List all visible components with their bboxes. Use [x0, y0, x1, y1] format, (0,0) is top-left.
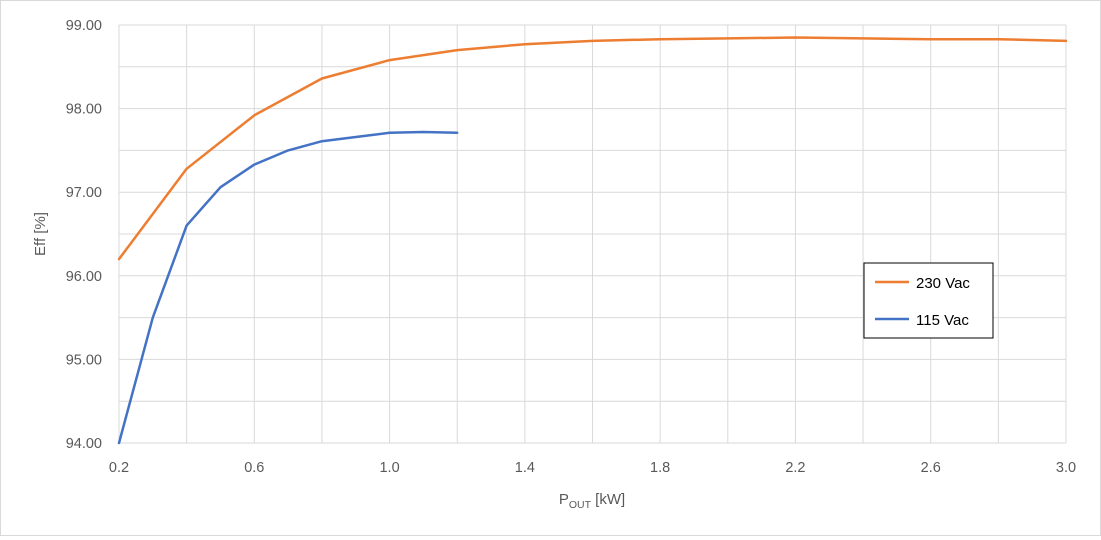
x-tick-label: 2.6	[921, 460, 941, 476]
x-tick-label: 1.4	[515, 460, 535, 476]
y-tick-label: 96.00	[66, 269, 102, 285]
x-axis-title: POUT [kW]	[559, 491, 625, 511]
series-line-115vac	[117, 130, 459, 445]
series-lines	[117, 36, 1068, 445]
legend-label-0: 230 Vac	[916, 275, 970, 292]
series-line-230vac	[117, 36, 1068, 261]
y-tick-label: 97.00	[66, 185, 102, 201]
y-axis-title: Eff [%]	[32, 212, 49, 256]
x-tick-label: 3.0	[1056, 460, 1076, 476]
grid	[118, 24, 1067, 444]
y-tick-label: 94.00	[66, 436, 102, 452]
y-axis-ticks: 94.00 95.00 96.00 97.00 98.00 99.00	[66, 18, 102, 452]
y-tick-label: 98.00	[66, 102, 102, 118]
y-tick-label: 99.00	[66, 18, 102, 34]
x-tick-label: 2.2	[785, 460, 805, 476]
x-tick-label: 0.2	[109, 460, 129, 476]
x-tick-label: 1.8	[650, 460, 670, 476]
legend-box	[863, 262, 994, 339]
y-tick-label: 95.00	[66, 352, 102, 368]
x-tick-label: 0.6	[244, 460, 264, 476]
x-axis-ticks: 0.2 0.6 1.0 1.4 1.8 2.2 2.6 3.0	[109, 460, 1076, 476]
legend-label-1: 115 Vac	[916, 312, 969, 329]
legend: 230 Vac 115 Vac	[863, 262, 994, 339]
x-tick-label: 1.0	[379, 460, 399, 476]
